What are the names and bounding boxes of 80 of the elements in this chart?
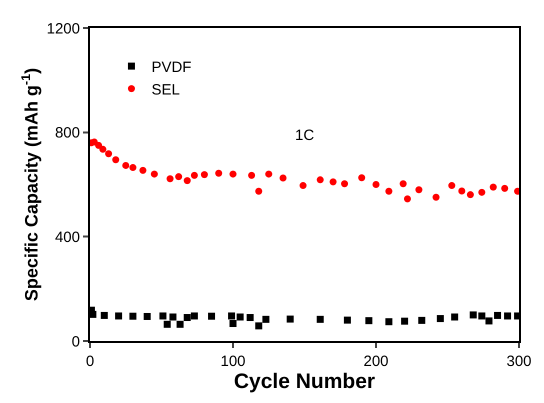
point — [358, 174, 366, 182]
point — [451, 314, 458, 320]
point — [280, 174, 287, 182]
point — [286, 316, 294, 323]
y-tick-label: 800 — [54, 124, 80, 142]
point — [401, 318, 408, 325]
point — [344, 316, 351, 324]
point — [458, 188, 466, 195]
point — [190, 172, 198, 179]
point — [230, 320, 236, 328]
point — [246, 314, 254, 322]
point — [129, 164, 136, 172]
y-tick-label: 1200 — [46, 20, 80, 38]
point — [99, 146, 106, 153]
y-tick-label: 400 — [54, 228, 80, 246]
point — [501, 184, 508, 192]
x-tick-label: 0 — [86, 353, 94, 370]
point — [215, 170, 222, 177]
point — [100, 312, 108, 319]
point — [316, 176, 324, 184]
x-tick-label: 200 — [363, 353, 389, 370]
point — [139, 166, 146, 174]
point — [90, 310, 96, 318]
point — [330, 178, 337, 186]
point — [466, 191, 474, 198]
point — [175, 173, 182, 180]
point — [341, 180, 348, 188]
point — [494, 312, 502, 319]
point — [236, 314, 244, 320]
point — [144, 312, 151, 320]
point — [95, 142, 102, 149]
point — [159, 312, 166, 320]
point — [112, 156, 120, 164]
point — [184, 177, 191, 184]
point — [184, 314, 191, 322]
point — [316, 316, 324, 323]
legend-label: PVDF — [151, 59, 192, 76]
point — [255, 188, 262, 195]
point — [208, 312, 216, 320]
point — [300, 182, 307, 190]
point — [365, 317, 372, 324]
point — [504, 312, 512, 320]
point — [490, 184, 497, 191]
y-tick-label: 0 — [72, 333, 80, 350]
point — [122, 162, 130, 169]
point — [448, 182, 456, 190]
point — [262, 316, 270, 323]
point — [105, 150, 112, 158]
x-axis-title: Cycle Number — [234, 370, 376, 393]
annotation: 1C — [295, 127, 314, 144]
point — [255, 322, 262, 330]
point — [248, 172, 256, 179]
point — [129, 312, 136, 320]
point — [478, 188, 486, 196]
point — [436, 315, 444, 322]
point — [372, 181, 380, 188]
x-tick-label: 300 — [506, 353, 532, 370]
point — [164, 320, 171, 328]
point — [166, 175, 174, 182]
point — [169, 314, 176, 320]
point — [404, 195, 411, 202]
point — [485, 317, 492, 324]
point — [190, 312, 198, 320]
point — [418, 316, 426, 324]
point — [470, 311, 477, 318]
x-tick-label: 100 — [220, 353, 246, 370]
point — [150, 170, 158, 178]
point — [400, 180, 407, 188]
point — [265, 170, 272, 178]
point — [478, 312, 486, 320]
point — [385, 318, 392, 326]
legend-label: SEL — [151, 82, 180, 99]
point — [432, 194, 440, 201]
point — [415, 186, 422, 194]
point — [228, 312, 236, 320]
point — [230, 170, 236, 178]
point — [200, 171, 208, 178]
point — [115, 312, 122, 320]
point — [176, 320, 184, 328]
point — [385, 188, 392, 195]
